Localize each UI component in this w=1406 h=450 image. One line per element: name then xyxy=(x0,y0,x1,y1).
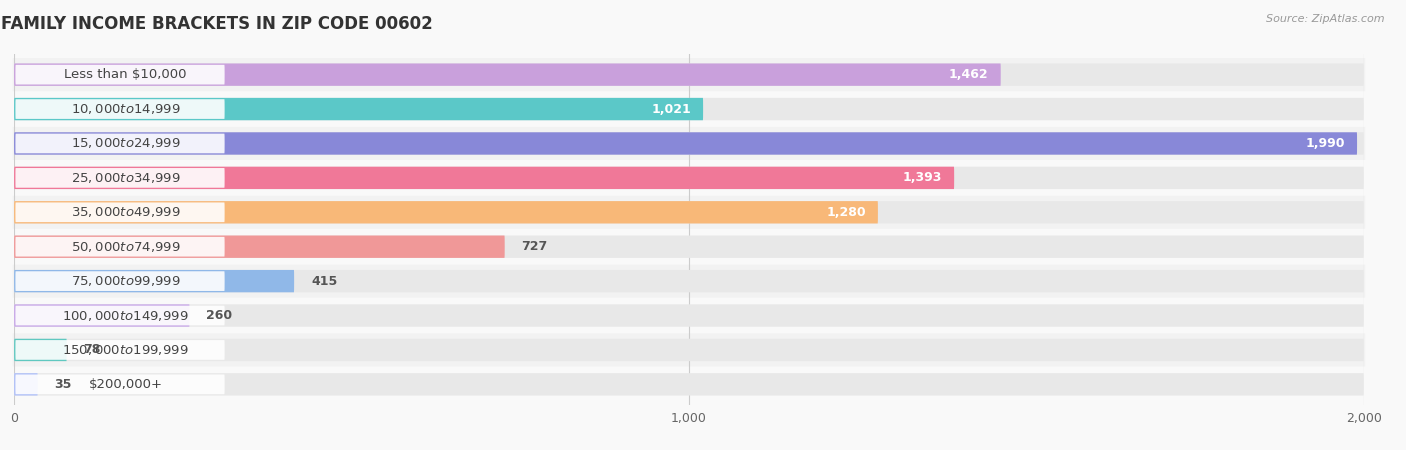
FancyBboxPatch shape xyxy=(14,201,877,224)
Text: 1,462: 1,462 xyxy=(949,68,988,81)
FancyBboxPatch shape xyxy=(15,168,225,188)
FancyBboxPatch shape xyxy=(14,373,38,396)
Text: 1,990: 1,990 xyxy=(1305,137,1346,150)
FancyBboxPatch shape xyxy=(15,271,225,291)
FancyBboxPatch shape xyxy=(13,299,1365,332)
FancyBboxPatch shape xyxy=(14,98,1364,120)
Text: $25,000 to $34,999: $25,000 to $34,999 xyxy=(70,171,180,185)
Text: FAMILY INCOME BRACKETS IN ZIP CODE 00602: FAMILY INCOME BRACKETS IN ZIP CODE 00602 xyxy=(0,15,432,33)
Text: $75,000 to $99,999: $75,000 to $99,999 xyxy=(70,274,180,288)
Text: 35: 35 xyxy=(55,378,72,391)
FancyBboxPatch shape xyxy=(15,99,225,119)
FancyBboxPatch shape xyxy=(15,374,225,394)
FancyBboxPatch shape xyxy=(15,202,225,222)
FancyBboxPatch shape xyxy=(14,166,1364,189)
FancyBboxPatch shape xyxy=(14,132,1357,155)
Text: $150,000 to $199,999: $150,000 to $199,999 xyxy=(62,343,188,357)
FancyBboxPatch shape xyxy=(13,368,1365,401)
Text: 727: 727 xyxy=(522,240,548,253)
FancyBboxPatch shape xyxy=(13,265,1365,297)
Text: $50,000 to $74,999: $50,000 to $74,999 xyxy=(70,240,180,254)
FancyBboxPatch shape xyxy=(14,304,1364,327)
FancyBboxPatch shape xyxy=(14,98,703,120)
FancyBboxPatch shape xyxy=(14,339,1364,361)
FancyBboxPatch shape xyxy=(14,304,190,327)
Text: $15,000 to $24,999: $15,000 to $24,999 xyxy=(70,136,180,150)
FancyBboxPatch shape xyxy=(13,196,1365,229)
Text: $100,000 to $149,999: $100,000 to $149,999 xyxy=(62,309,188,323)
FancyBboxPatch shape xyxy=(13,162,1365,194)
FancyBboxPatch shape xyxy=(13,93,1365,126)
FancyBboxPatch shape xyxy=(14,270,1364,292)
FancyBboxPatch shape xyxy=(15,237,225,256)
Text: 415: 415 xyxy=(311,274,337,288)
FancyBboxPatch shape xyxy=(14,235,505,258)
FancyBboxPatch shape xyxy=(15,65,225,85)
FancyBboxPatch shape xyxy=(15,340,225,360)
FancyBboxPatch shape xyxy=(13,58,1365,91)
Text: 1,021: 1,021 xyxy=(651,103,690,116)
FancyBboxPatch shape xyxy=(14,235,1364,258)
FancyBboxPatch shape xyxy=(14,166,955,189)
Text: 260: 260 xyxy=(207,309,232,322)
FancyBboxPatch shape xyxy=(14,270,294,292)
FancyBboxPatch shape xyxy=(14,201,1364,224)
Text: 1,280: 1,280 xyxy=(827,206,866,219)
FancyBboxPatch shape xyxy=(15,306,225,325)
Text: $10,000 to $14,999: $10,000 to $14,999 xyxy=(70,102,180,116)
Text: Source: ZipAtlas.com: Source: ZipAtlas.com xyxy=(1267,14,1385,23)
Text: $200,000+: $200,000+ xyxy=(89,378,163,391)
FancyBboxPatch shape xyxy=(13,333,1365,366)
FancyBboxPatch shape xyxy=(14,63,1364,86)
Text: Less than $10,000: Less than $10,000 xyxy=(65,68,187,81)
FancyBboxPatch shape xyxy=(14,63,1001,86)
FancyBboxPatch shape xyxy=(15,134,225,153)
FancyBboxPatch shape xyxy=(14,373,1364,396)
Text: 78: 78 xyxy=(83,343,101,356)
FancyBboxPatch shape xyxy=(14,132,1364,155)
FancyBboxPatch shape xyxy=(13,230,1365,263)
FancyBboxPatch shape xyxy=(13,127,1365,160)
FancyBboxPatch shape xyxy=(14,339,66,361)
Text: $35,000 to $49,999: $35,000 to $49,999 xyxy=(70,205,180,219)
Text: 1,393: 1,393 xyxy=(903,171,942,184)
